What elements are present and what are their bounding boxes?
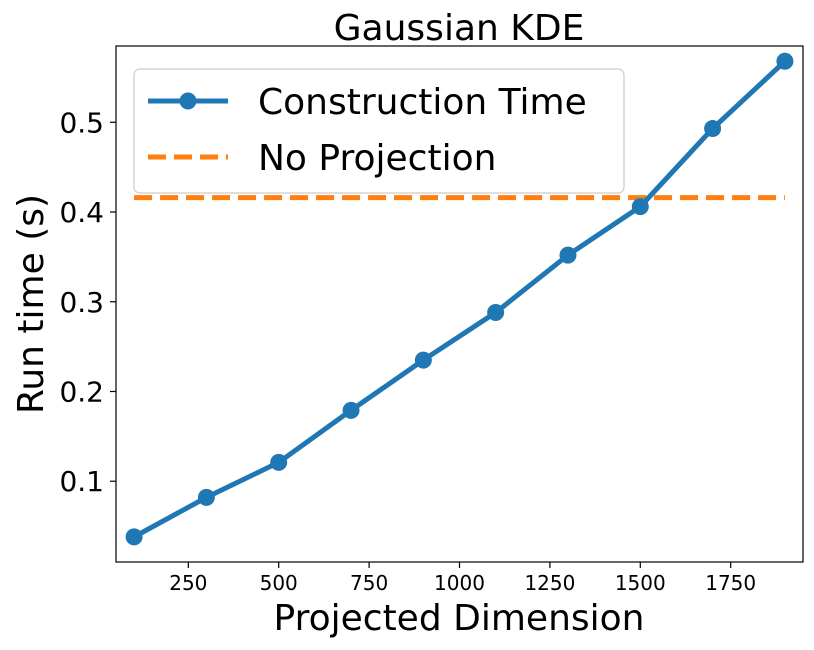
- construction-time-point: [487, 304, 505, 322]
- construction-time-point: [776, 52, 794, 70]
- construction-time-line: [132, 59, 787, 540]
- construction-time-point: [125, 528, 143, 546]
- x-tick-label: 250: [169, 571, 207, 595]
- legend: Construction Time No Projection: [133, 68, 625, 194]
- y-tick-label: 0.2: [59, 375, 104, 408]
- x-axis-label: Projected Dimension: [274, 598, 645, 639]
- x-tick-label: 1250: [524, 571, 575, 595]
- x-tick-label: 500: [260, 571, 298, 595]
- x-tick-label: 750: [350, 571, 388, 595]
- construction-time-point: [559, 246, 577, 264]
- legend-label-no-projection: No Projection: [258, 138, 496, 179]
- construction-time-point: [414, 351, 432, 369]
- y-tick-label: 0.1: [59, 465, 104, 498]
- y-axis-label: Run time (s): [11, 194, 52, 414]
- construction-time-point: [342, 401, 360, 419]
- legend-box: [133, 68, 625, 194]
- construction-time-point: [270, 453, 288, 471]
- x-tick-label: 1000: [434, 571, 485, 595]
- construction-time-point: [704, 120, 722, 138]
- x-tick-label: 1500: [615, 571, 666, 595]
- y-tick-label: 0.5: [59, 106, 104, 139]
- y-tick-label: 0.4: [59, 196, 104, 229]
- legend-marker-construction-time: [179, 92, 197, 110]
- chart-title: Gaussian KDE: [334, 8, 585, 49]
- construction-time-point: [631, 198, 649, 216]
- construction-time-point: [197, 488, 215, 506]
- x-tick-label: 1750: [705, 571, 756, 595]
- y-tick-label: 0.3: [59, 286, 104, 319]
- legend-label-construction-time: Construction Time: [258, 82, 587, 123]
